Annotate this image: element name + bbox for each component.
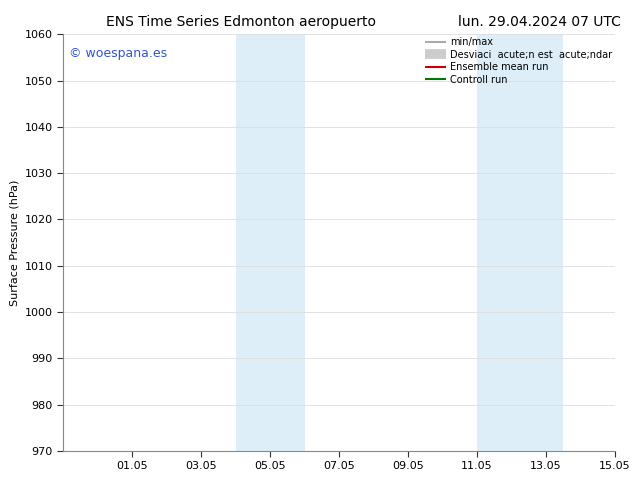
Text: ENS Time Series Edmonton aeropuerto: ENS Time Series Edmonton aeropuerto	[106, 15, 376, 29]
Y-axis label: Surface Pressure (hPa): Surface Pressure (hPa)	[10, 179, 19, 306]
Text: lun. 29.04.2024 07 UTC: lun. 29.04.2024 07 UTC	[458, 15, 621, 29]
Bar	[236, 34, 305, 451]
Text: © woespana.es: © woespana.es	[69, 47, 167, 60]
Bar	[477, 34, 563, 451]
Legend: min/max, Desviaci  acute;n est  acute;ndar, Ensemble mean run, Controll run: min/max, Desviaci acute;n est acute;ndar…	[425, 37, 612, 84]
